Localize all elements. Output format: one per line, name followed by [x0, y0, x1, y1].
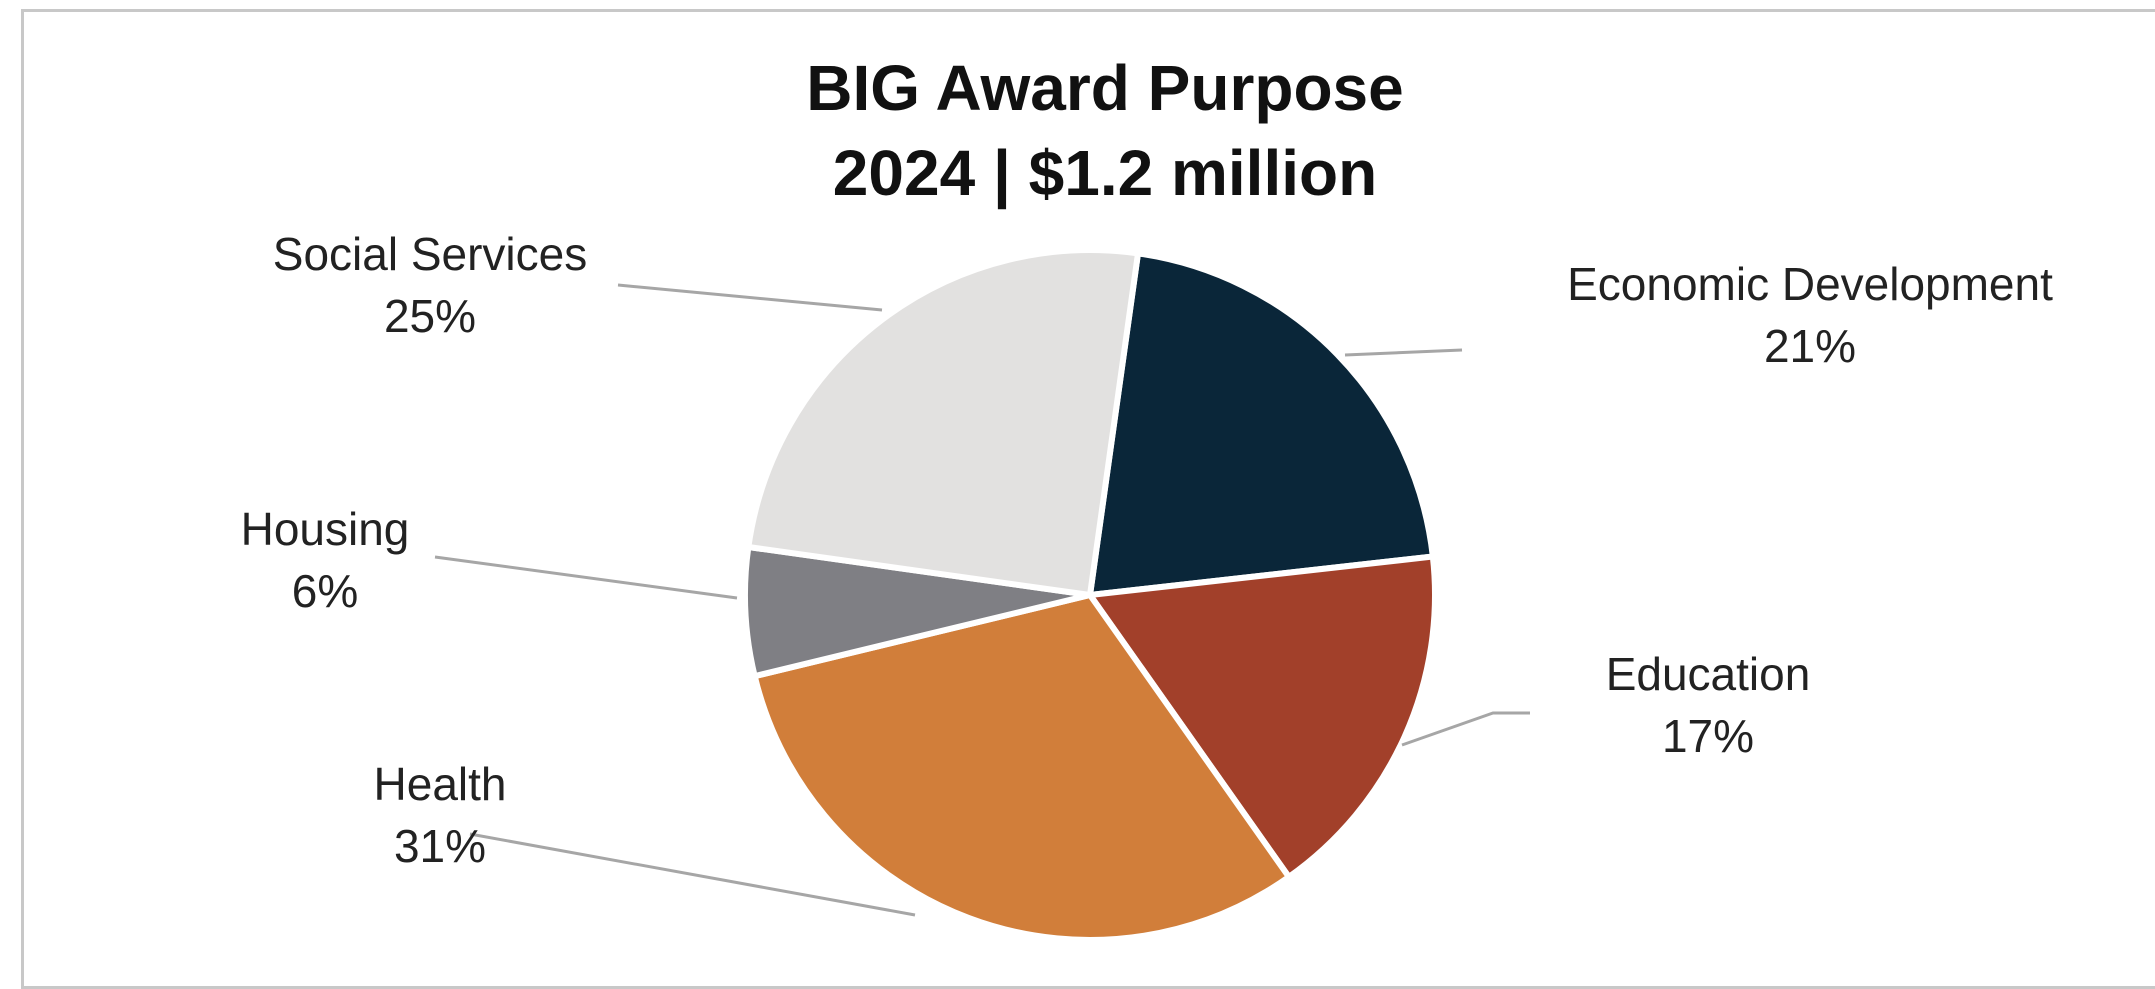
slice-percent-label: 25%	[384, 290, 476, 342]
slice-label: Health	[374, 758, 507, 810]
slice-label: Housing	[241, 503, 410, 555]
pie-slice-economic-development	[1086, 249, 1437, 599]
slice-label: Education	[1606, 648, 1811, 700]
chart-title-line-2: 2024 | $1.2 million	[833, 137, 1377, 210]
slice-percent-label: 6%	[292, 565, 358, 617]
leader-line	[469, 832, 916, 917]
pie-slice-education	[1084, 553, 1438, 882]
slice-percent-label: 31%	[394, 820, 486, 872]
chart-title-line-1: BIG Award Purpose	[806, 52, 1403, 124]
pie-slice-health	[751, 591, 1294, 943]
leader-line	[1344, 348, 1463, 357]
pie-slice-social-services	[744, 247, 1142, 599]
leader-line	[617, 283, 883, 312]
leader-line	[434, 555, 738, 600]
leader-line	[1401, 711, 1530, 747]
slice-label: Economic Development	[1567, 258, 2053, 310]
slice-percent-label: 21%	[1764, 320, 1856, 372]
slice-label: Social Services	[273, 228, 587, 280]
slice-percent-label: 17%	[1662, 710, 1754, 762]
